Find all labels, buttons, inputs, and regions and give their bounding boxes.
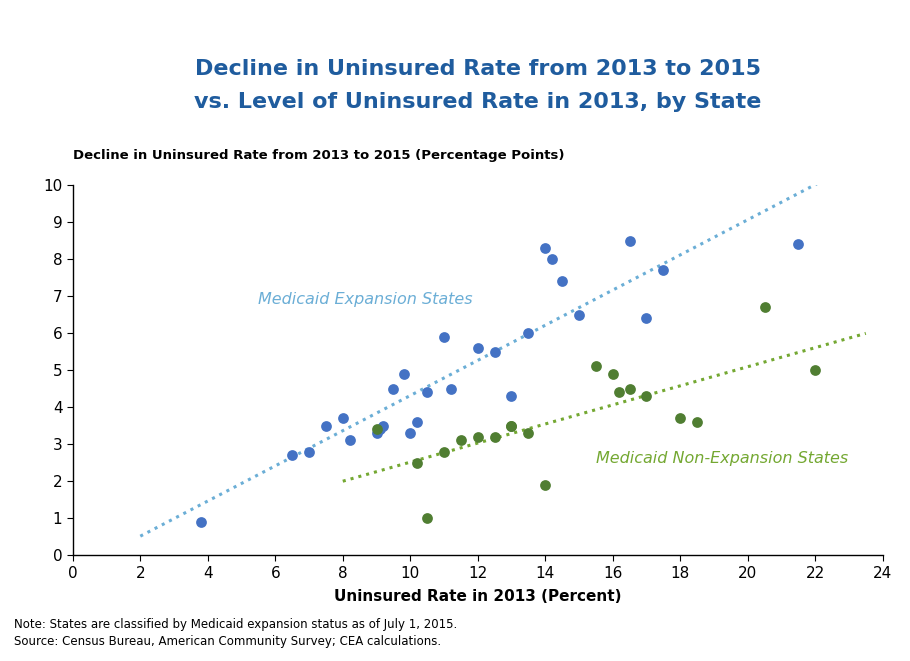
Point [589, 361, 603, 371]
Point [555, 276, 570, 287]
Point [410, 416, 424, 427]
Text: Source: Census Bureau, American Community Survey; CEA calculations.: Source: Census Bureau, American Communit… [14, 635, 440, 648]
X-axis label: Uninsured Rate in 2013 (Percent): Uninsured Rate in 2013 (Percent) [334, 589, 622, 604]
Point [437, 446, 451, 457]
Text: Decline in Uninsured Rate from 2013 to 2015: Decline in Uninsured Rate from 2013 to 2… [195, 59, 761, 79]
Point [672, 413, 688, 424]
Point [336, 413, 350, 424]
Point [470, 342, 485, 353]
Point [791, 239, 805, 250]
Point [622, 383, 637, 394]
Text: Medicaid Expansion States: Medicaid Expansion States [258, 292, 473, 307]
Point [656, 265, 671, 276]
Point [443, 383, 458, 394]
Point [376, 420, 390, 431]
Point [403, 428, 418, 438]
Point [396, 369, 410, 379]
Point [437, 332, 451, 342]
Point [453, 435, 468, 446]
Text: vs. Level of Uninsured Rate in 2013, by State: vs. Level of Uninsured Rate in 2013, by … [194, 93, 762, 112]
Point [521, 428, 536, 438]
Point [285, 450, 299, 461]
Point [571, 309, 586, 320]
Point [488, 346, 502, 357]
Point [504, 420, 519, 431]
Point [622, 235, 637, 246]
Point [545, 254, 560, 264]
Point [690, 416, 704, 427]
Point [318, 420, 333, 431]
Point [504, 391, 519, 401]
Point [538, 243, 552, 253]
Point [342, 435, 357, 446]
Text: Decline in Uninsured Rate from 2013 to 2015 (Percentage Points): Decline in Uninsured Rate from 2013 to 2… [73, 149, 564, 162]
Point [538, 480, 552, 490]
Point [488, 432, 502, 442]
Point [369, 424, 384, 435]
Point [420, 387, 434, 398]
Point [194, 517, 208, 527]
Point [302, 446, 317, 457]
Point [605, 369, 620, 379]
Point [470, 432, 485, 442]
Point [612, 387, 627, 398]
Point [639, 313, 653, 324]
Point [369, 428, 384, 438]
Text: Note: States are classified by Medicaid expansion status as of July 1, 2015.: Note: States are classified by Medicaid … [14, 618, 457, 631]
Point [639, 391, 653, 401]
Point [420, 513, 434, 524]
Point [521, 328, 536, 338]
Point [757, 302, 772, 313]
Point [386, 383, 400, 394]
Text: Medicaid Non-Expansion States: Medicaid Non-Expansion States [596, 451, 848, 466]
Point [410, 457, 424, 468]
Point [808, 365, 823, 375]
Point [372, 424, 387, 435]
Point [504, 420, 519, 431]
